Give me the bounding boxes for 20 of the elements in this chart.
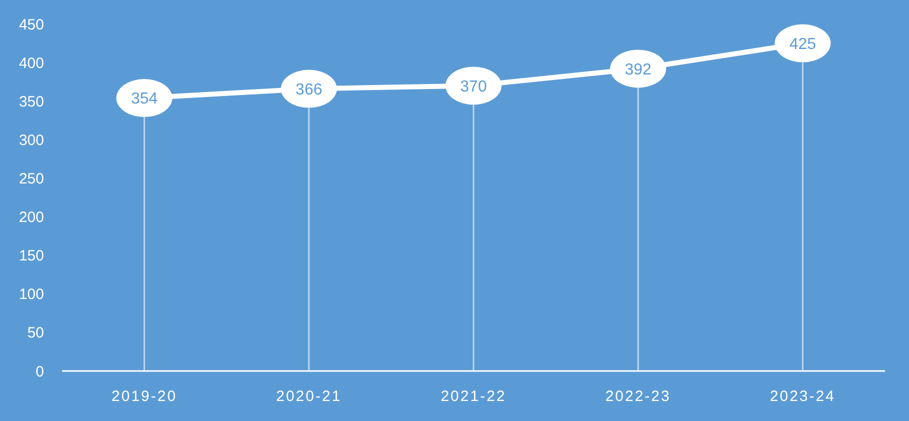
y-tick-label: 350 (18, 93, 44, 110)
y-tick-label: 150 (18, 248, 44, 265)
y-tick-label: 200 (18, 209, 44, 226)
y-tick-label: 450 (18, 16, 44, 34)
data-label: 370 (460, 78, 487, 96)
data-label: 354 (130, 90, 158, 108)
y-tick-label: 100 (18, 286, 44, 304)
y-tick-label: 400 (18, 54, 44, 72)
y-tick-label: 50 (27, 324, 44, 342)
x-tick-label: 2019-20 (112, 388, 178, 405)
data-label: 366 (296, 81, 322, 98)
y-tick-label: 250 (18, 170, 44, 188)
x-tick-label: 2021-22 (440, 388, 506, 405)
x-tick-label: 2020-21 (276, 388, 342, 405)
y-tick-label: 300 (18, 132, 44, 149)
data-label: 392 (624, 61, 652, 78)
y-tick-label: 0 (36, 363, 44, 380)
x-tick-label: 2022-23 (605, 388, 671, 405)
data-label: 425 (789, 36, 816, 53)
x-tick-label: 2023-24 (770, 388, 836, 405)
